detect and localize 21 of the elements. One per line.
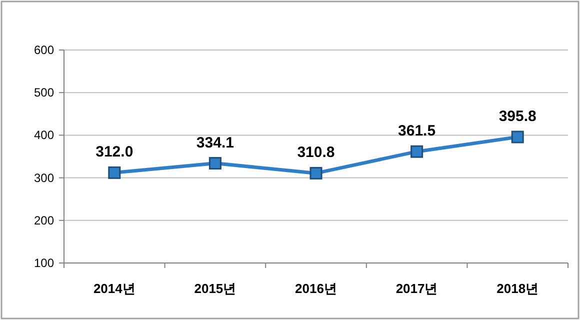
x-tick-label: 2014년	[93, 281, 136, 296]
x-tick-label: 2018년	[496, 281, 539, 296]
data-label: 361.5	[398, 122, 436, 140]
data-label: 312.0	[96, 144, 134, 161]
data-label: 310.8	[297, 144, 335, 162]
data-label: 334.1	[196, 134, 234, 152]
x-tick-label: 2016년	[295, 281, 337, 296]
point	[511, 130, 524, 144]
point	[108, 166, 121, 179]
x-tick-label: 2015년	[194, 281, 236, 296]
y-tick-label: 600	[34, 43, 54, 57]
data-label: 395.8	[498, 108, 536, 125]
y-tick-label: 300	[34, 170, 54, 185]
y-tick-label: 400	[34, 128, 54, 142]
point	[310, 166, 322, 180]
point	[208, 157, 222, 170]
x-tick-label: 2017년	[396, 281, 438, 296]
y-tick-label: 200	[34, 213, 54, 228]
y-tick-label: 500	[34, 86, 54, 100]
y-tick-label: 100	[34, 256, 54, 270]
point	[410, 145, 424, 158]
